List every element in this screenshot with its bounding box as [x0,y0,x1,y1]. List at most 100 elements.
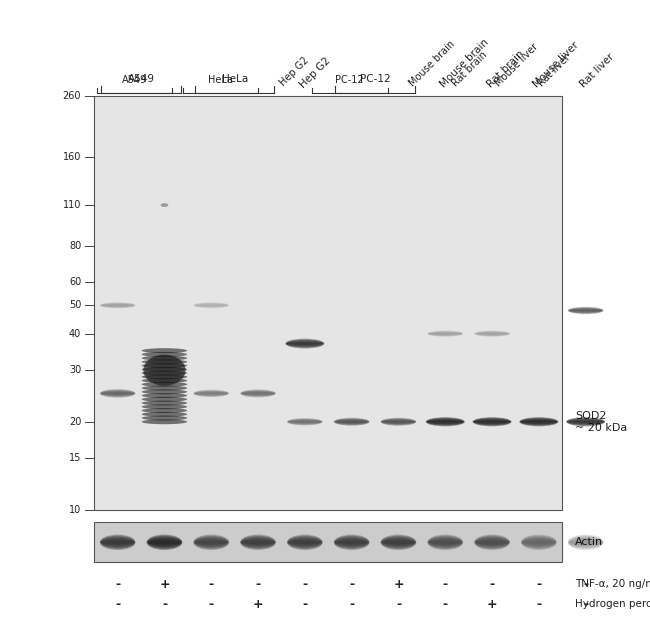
Ellipse shape [289,540,321,544]
Ellipse shape [569,308,603,313]
Text: Rat brain: Rat brain [450,49,489,88]
Text: 50: 50 [69,300,81,310]
Ellipse shape [241,392,275,395]
Text: -: - [536,577,541,591]
Ellipse shape [195,540,228,544]
Text: -: - [443,577,448,591]
Ellipse shape [240,535,276,550]
Ellipse shape [474,421,510,423]
Ellipse shape [142,348,187,353]
Ellipse shape [427,421,463,423]
Ellipse shape [521,536,556,549]
Ellipse shape [335,419,369,425]
Ellipse shape [335,420,369,423]
Ellipse shape [428,538,462,546]
Ellipse shape [568,536,603,548]
Ellipse shape [142,386,187,391]
Ellipse shape [334,418,369,426]
Ellipse shape [288,540,322,545]
Ellipse shape [334,536,369,549]
Text: Hydrogen peroxide, 50 μM for 6 hrs: Hydrogen peroxide, 50 μM for 6 hrs [575,599,650,609]
Ellipse shape [193,390,229,397]
Ellipse shape [193,535,229,550]
Ellipse shape [288,538,322,547]
Ellipse shape [569,538,603,547]
Ellipse shape [287,536,322,549]
Ellipse shape [426,418,465,426]
Ellipse shape [101,391,135,396]
Ellipse shape [568,307,603,314]
Ellipse shape [426,418,464,425]
Text: 30: 30 [69,365,81,375]
Ellipse shape [334,535,369,550]
Ellipse shape [473,419,511,425]
Ellipse shape [101,538,135,547]
Ellipse shape [241,538,275,547]
Ellipse shape [569,538,603,546]
Text: TNF-α, 20 ng/ml for 72 hrs: TNF-α, 20 ng/ml for 72 hrs [575,579,650,589]
Text: -: - [583,598,588,611]
Ellipse shape [142,408,187,413]
Ellipse shape [381,535,417,550]
Text: 10: 10 [69,505,81,515]
Ellipse shape [381,418,417,426]
Ellipse shape [335,540,368,544]
Ellipse shape [382,420,415,424]
Text: Rat brain: Rat brain [485,49,526,90]
Text: -: - [489,577,495,591]
Ellipse shape [288,420,322,423]
Ellipse shape [288,420,322,424]
Ellipse shape [194,538,228,547]
Ellipse shape [474,535,510,550]
Text: -: - [115,598,120,611]
Ellipse shape [143,355,186,386]
Ellipse shape [428,540,462,545]
Ellipse shape [100,390,135,397]
Ellipse shape [287,342,323,345]
Ellipse shape [286,340,324,347]
Ellipse shape [100,389,135,398]
Text: -: - [209,598,214,611]
Ellipse shape [475,540,509,545]
Text: +: + [253,598,263,611]
Text: Mouse liver: Mouse liver [532,40,581,90]
Ellipse shape [521,420,557,423]
Ellipse shape [521,536,556,548]
Text: A549: A549 [127,74,155,84]
Text: +: + [393,577,404,591]
Ellipse shape [194,391,228,396]
Ellipse shape [381,536,416,548]
Ellipse shape [567,418,604,425]
Ellipse shape [101,392,135,395]
Ellipse shape [100,389,135,397]
Ellipse shape [142,378,187,383]
Text: -: - [302,598,307,611]
Ellipse shape [428,538,462,547]
Text: -: - [536,598,541,611]
Ellipse shape [335,420,369,424]
Ellipse shape [428,331,463,337]
Ellipse shape [101,540,134,544]
Ellipse shape [382,538,415,547]
Text: 40: 40 [69,329,81,339]
Ellipse shape [240,390,276,397]
Text: 110: 110 [63,200,81,210]
Ellipse shape [566,418,605,426]
Text: -: - [349,598,354,611]
Ellipse shape [101,538,135,546]
Text: -: - [209,577,214,591]
Ellipse shape [142,360,187,365]
Text: -: - [349,577,354,591]
Ellipse shape [287,418,322,425]
Text: HeLa: HeLa [222,74,248,84]
Ellipse shape [568,535,603,550]
Ellipse shape [427,420,463,423]
Ellipse shape [521,421,557,423]
Ellipse shape [474,331,510,337]
Ellipse shape [287,342,323,345]
Text: A549: A549 [122,75,147,85]
Text: -: - [115,577,120,591]
Ellipse shape [382,540,415,545]
Ellipse shape [474,420,510,423]
Ellipse shape [382,420,415,423]
